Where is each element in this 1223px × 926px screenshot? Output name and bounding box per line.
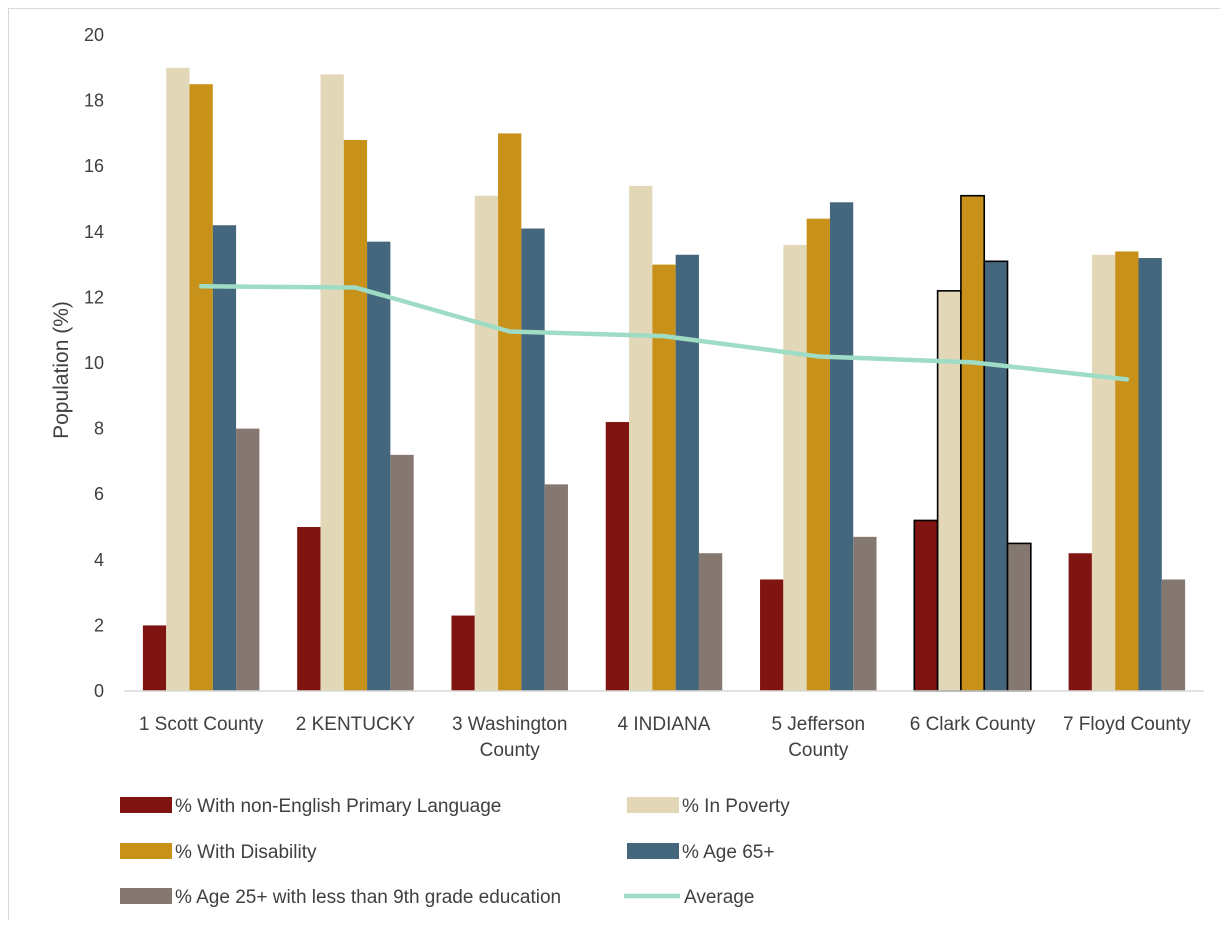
bar <box>853 536 877 691</box>
bar <box>189 84 213 691</box>
bar <box>1006 542 1032 692</box>
bar <box>675 254 699 691</box>
x-tick-label: 5 Jefferson County <box>771 714 865 761</box>
bar <box>142 625 167 691</box>
y-tick-label: 2 <box>94 615 104 635</box>
bar <box>343 139 368 691</box>
average-series-line <box>198 284 1130 382</box>
bar <box>474 195 499 691</box>
legend-swatch <box>120 797 172 813</box>
bar <box>960 194 986 692</box>
bar <box>1115 251 1139 692</box>
legend-swatch <box>627 843 679 859</box>
legend-label: % With non-English Primary Language <box>175 796 501 817</box>
bar <box>367 241 391 691</box>
y-tick-label: 18 <box>84 91 104 111</box>
legend-label: Average <box>684 887 754 908</box>
legend-swatch <box>627 797 679 813</box>
x-tick-label: 1 Scott County <box>139 714 264 735</box>
x-tick-label: 3 Washington County <box>452 714 567 761</box>
x-axis: 1 Scott County 2 KENTUCKY 3 Washington Coun… <box>124 690 1204 761</box>
bar <box>698 553 723 691</box>
legend-label: % Age 65+ <box>682 842 774 863</box>
bar <box>297 527 321 691</box>
average-line <box>198 284 1130 382</box>
chart-frame <box>8 8 1220 920</box>
y-tick-label: 8 <box>94 419 104 439</box>
bar <box>521 228 545 691</box>
y-tick-label: 16 <box>84 156 104 176</box>
bar <box>390 454 414 691</box>
bar <box>605 422 630 691</box>
legend-label: % In Poverty <box>682 796 790 817</box>
x-tick-label: 4 INDIANA <box>618 714 711 735</box>
y-axis-title: Population (%) <box>50 301 73 439</box>
y-axis: 0 2 4 6 8 10 12 14 16 18 20 <box>84 25 104 701</box>
bars <box>142 67 1186 692</box>
bar <box>166 67 190 692</box>
bar <box>1138 258 1162 691</box>
bar <box>652 264 676 691</box>
bar <box>829 202 854 691</box>
bar <box>1161 579 1186 691</box>
y-tick-label: 14 <box>84 222 104 242</box>
legend-swatch <box>120 888 172 904</box>
legend-label: % Age 25+ with less than 9th grade educa… <box>175 887 561 908</box>
legend-swatch <box>120 843 172 859</box>
bar <box>320 74 344 692</box>
bar <box>498 133 522 691</box>
bar <box>913 519 939 692</box>
bar <box>1091 254 1116 691</box>
y-tick-label: 0 <box>94 681 104 701</box>
legend: % With non-English Primary Language % In … <box>120 796 790 908</box>
bar <box>806 218 830 691</box>
bar <box>451 615 475 691</box>
bar <box>544 484 568 691</box>
y-tick-label: 10 <box>84 353 104 373</box>
x-tick-label: 7 Floyd County <box>1063 714 1191 735</box>
bar <box>629 185 653 691</box>
y-tick-label: 20 <box>84 25 104 45</box>
x-tick-label: 2 KENTUCKY <box>296 714 416 735</box>
bar <box>212 225 237 692</box>
y-tick-label: 4 <box>94 550 104 570</box>
bar <box>760 579 784 691</box>
bar <box>783 244 807 692</box>
bar <box>236 428 260 691</box>
bar <box>1068 553 1092 691</box>
legend-label: % With Disability <box>175 842 317 863</box>
y-tick-label: 12 <box>84 287 104 307</box>
bar <box>983 260 1009 692</box>
bar <box>936 290 962 692</box>
y-tick-label: 6 <box>94 484 104 504</box>
x-tick-label: 6 Clark County <box>910 714 1036 735</box>
